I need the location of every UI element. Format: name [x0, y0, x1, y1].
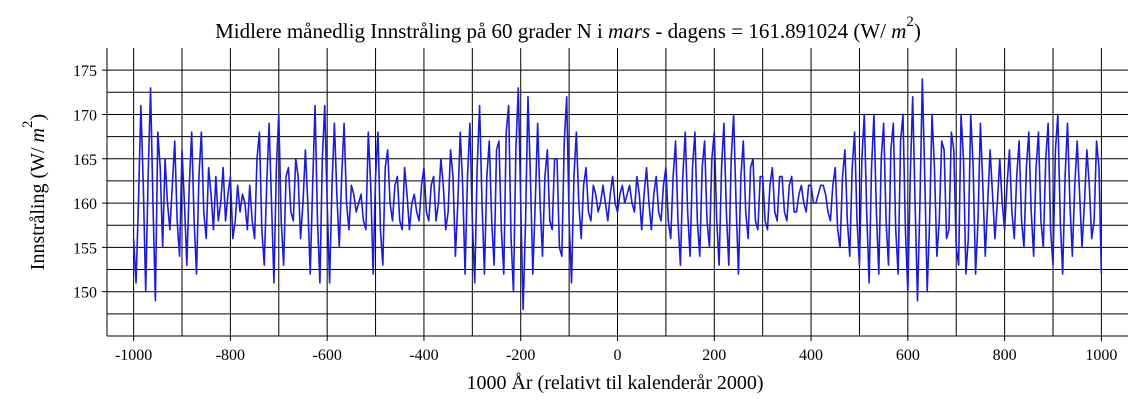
title-unit: m — [891, 19, 906, 43]
y-tick-label: 175 — [73, 63, 97, 80]
title-text: Midlere månedlig Innstråling på 60 grade… — [215, 19, 608, 43]
x-tick-label: 200 — [702, 347, 726, 364]
y-axis-label: Innstråling (W/ m2) — [20, 114, 49, 270]
chart-title: Midlere månedlig Innstråling på 60 grade… — [215, 14, 921, 43]
data-line — [132, 78, 1103, 311]
x-tick-label: -200 — [506, 347, 535, 364]
x-tick-label: -800 — [216, 347, 245, 364]
y-label-exponent: 2 — [20, 120, 36, 128]
x-tick-label: 1000 — [1085, 347, 1117, 364]
title-month: mars — [608, 19, 650, 43]
y-label-unit: m — [27, 128, 49, 142]
y-tick-label: 165 — [73, 152, 97, 169]
y-tick-label: 150 — [73, 285, 97, 302]
y-label-text: ) — [27, 114, 49, 121]
title-text: ) — [914, 19, 921, 43]
x-axis-label: 1000 År (relativt til kalenderår 2000) — [466, 372, 763, 394]
y-label-text: Innstråling (W/ — [27, 142, 49, 270]
title-text: - dagens = 161.891024 (W/ — [650, 19, 891, 43]
x-tick-label: 800 — [993, 347, 1017, 364]
y-tick-label: 155 — [73, 240, 97, 257]
x-tick-label: 0 — [614, 347, 622, 364]
y-tick-label: 170 — [73, 107, 97, 124]
x-tick-label: -1000 — [115, 347, 152, 364]
x-tick-label: -600 — [313, 347, 342, 364]
y-tick-label: 160 — [73, 196, 97, 213]
x-tick-label: 400 — [799, 347, 823, 364]
x-tick-label: 600 — [896, 347, 920, 364]
title-exponent: 2 — [906, 14, 914, 30]
x-tick-label: -400 — [409, 347, 438, 364]
